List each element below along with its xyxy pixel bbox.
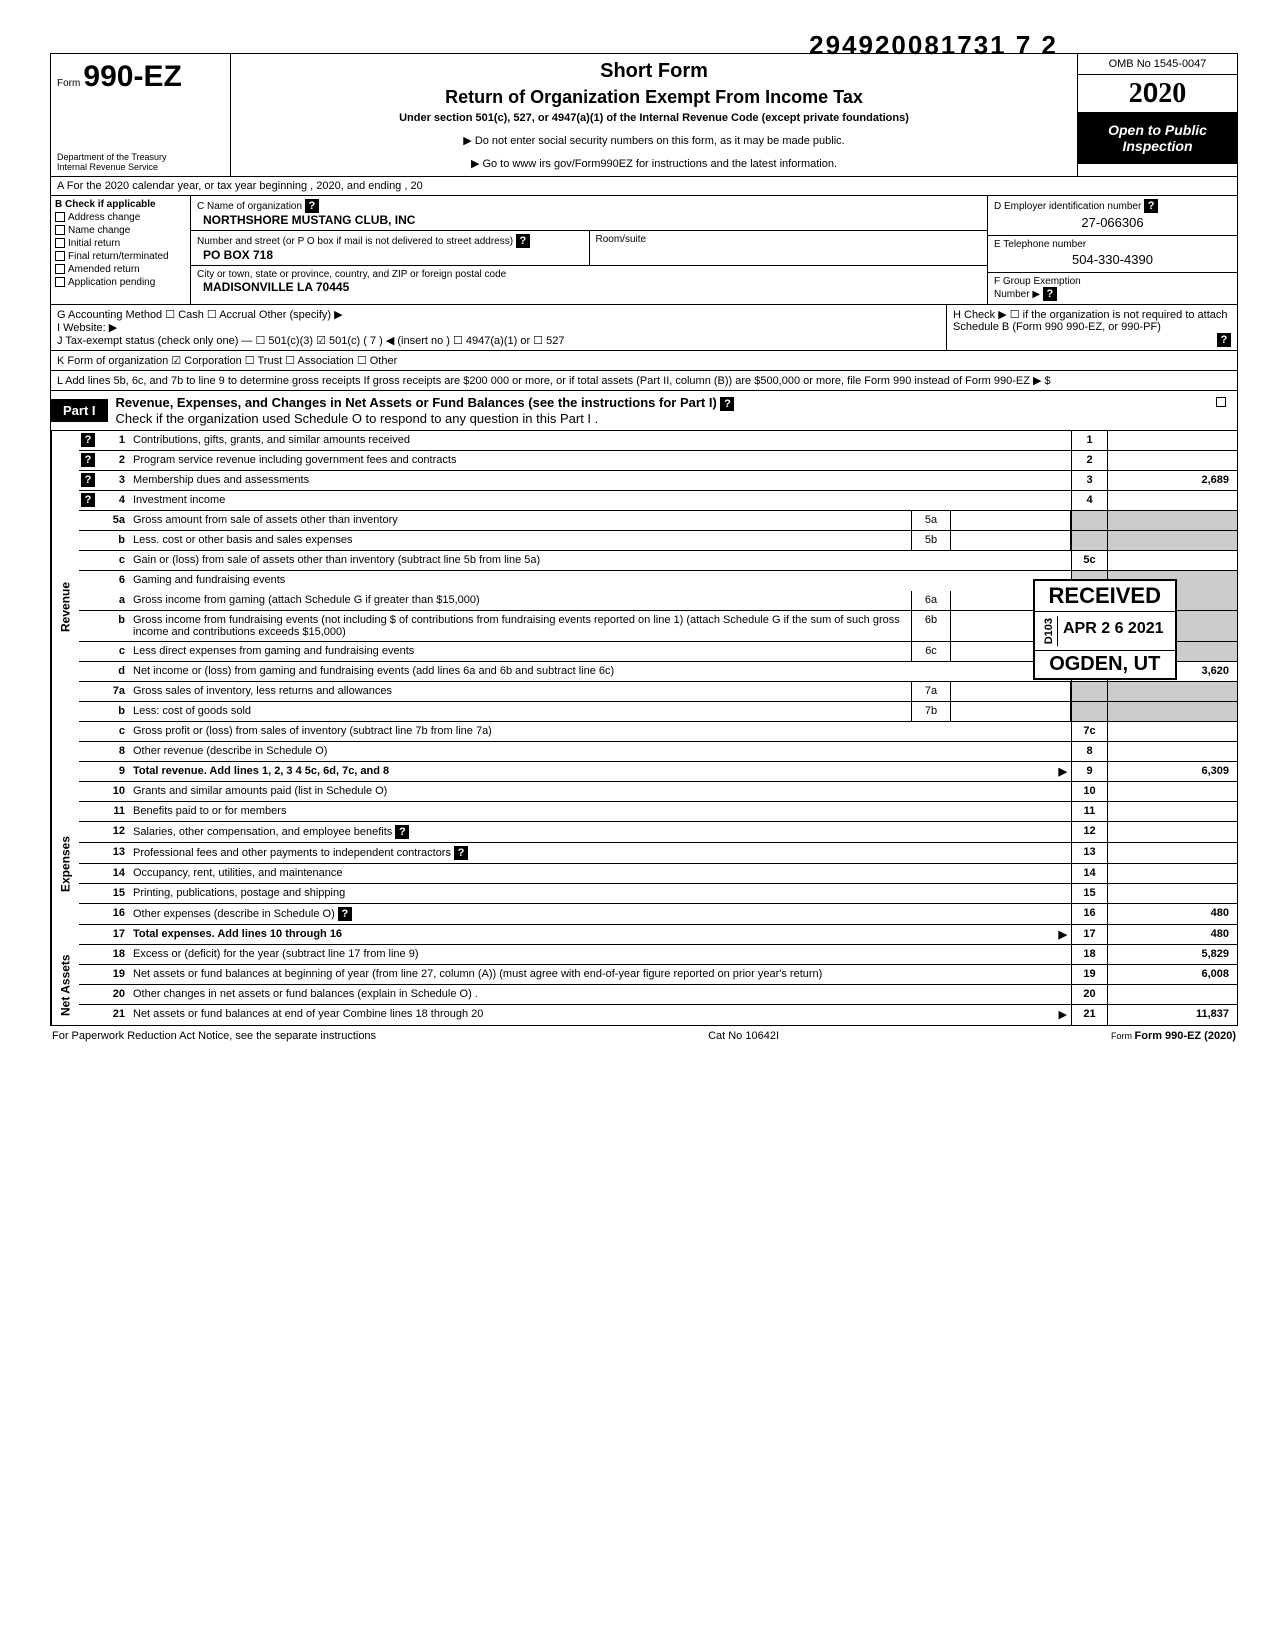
box-d-label: D Employer identification number: [994, 201, 1141, 212]
title-main: Return of Organization Exempt From Incom…: [241, 87, 1067, 108]
schedule-o-checkbox[interactable]: [1216, 397, 1226, 407]
part1-check: Check if the organization used Schedule …: [116, 411, 599, 426]
box-f-label: F Group Exemption: [994, 276, 1081, 287]
note-ssn: ▶ Do not enter social security numbers o…: [241, 134, 1067, 147]
line-gh: G Accounting Method ☐ Cash ☐ Accrual Oth…: [50, 305, 1238, 351]
help-icon[interactable]: ?: [1217, 333, 1231, 347]
help-icon[interactable]: ?: [720, 397, 734, 411]
phone: 504-330-4390: [994, 250, 1231, 269]
help-icon[interactable]: ?: [454, 846, 468, 860]
line-g: G Accounting Method ☐ Cash ☐ Accrual Oth…: [57, 308, 940, 321]
help-icon[interactable]: ?: [395, 825, 409, 839]
line-i: I Website: ▶: [57, 321, 940, 334]
help-icon[interactable]: ?: [81, 433, 95, 447]
footer-mid: Cat No 10642I: [708, 1030, 779, 1042]
form-number: 990-EZ: [83, 60, 181, 93]
line-j: J Tax-exempt status (check only one) — ☐…: [57, 334, 940, 347]
box-b-label: B Check if applicable: [55, 199, 186, 210]
subtitle: Under section 501(c), 527, or 4947(a)(1)…: [241, 112, 1067, 124]
box-f-label2: Number ▶: [994, 289, 1040, 300]
part1-table: RECEIVED D103APR 2 6 2021 OGDEN, UT Reve…: [50, 431, 1238, 1026]
dept-treasury: Department of the Treasury Internal Reve…: [57, 152, 167, 172]
public-inspection: Open to Public Inspection: [1078, 112, 1237, 164]
line-k: K Form of organization ☑ Corporation ☐ T…: [50, 351, 1238, 371]
cb-address-change[interactable]: Address change: [55, 212, 186, 223]
help-icon[interactable]: ?: [1043, 287, 1057, 301]
title-short: Short Form: [241, 60, 1067, 83]
help-icon[interactable]: ?: [338, 907, 352, 921]
part1-title: Revenue, Expenses, and Changes in Net As…: [116, 395, 717, 410]
side-net-assets: Net Assets: [51, 945, 79, 1025]
room-suite-label: Room/suite: [589, 231, 988, 265]
part1-header: Part I Revenue, Expenses, and Changes in…: [50, 391, 1238, 431]
org-name: NORTHSHORE MUSTANG CLUB, INC: [197, 210, 421, 230]
line-h: H Check ▶ ☐ if the organization is not r…: [953, 308, 1231, 333]
help-icon[interactable]: ?: [1144, 199, 1158, 213]
form-prefix: Form: [57, 78, 80, 89]
help-icon[interactable]: ?: [81, 493, 95, 507]
tax-year: 20202020: [1078, 75, 1237, 112]
ein: 27-066306: [994, 213, 1231, 232]
page-footer: For Paperwork Reduction Act Notice, see …: [50, 1026, 1238, 1046]
street: PO BOX 718: [197, 245, 279, 265]
city: MADISONVILLE LA 70445: [197, 277, 355, 297]
entity-block: B Check if applicable Address change Nam…: [50, 196, 1238, 305]
note-web: ▶ Go to www irs gov/Form990EZ for instru…: [241, 157, 1067, 170]
footer-right: Form Form 990-EZ (2020): [1111, 1030, 1236, 1042]
received-stamp: RECEIVED D103APR 2 6 2021 OGDEN, UT: [1033, 579, 1177, 680]
cb-application-pending[interactable]: Application pending: [55, 277, 186, 288]
line-a: A For the 2020 calendar year, or tax yea…: [50, 177, 1238, 196]
cb-final-return[interactable]: Final return/terminated: [55, 251, 186, 262]
part1-label: Part I: [51, 399, 108, 422]
help-icon[interactable]: ?: [516, 234, 530, 248]
cb-name-change[interactable]: Name change: [55, 225, 186, 236]
side-revenue: Revenue: [51, 431, 79, 782]
cb-amended-return[interactable]: Amended return: [55, 264, 186, 275]
line-l: L Add lines 5b, 6c, and 7b to line 9 to …: [50, 371, 1238, 391]
footer-left: For Paperwork Reduction Act Notice, see …: [52, 1030, 376, 1042]
omb-number: OMB No 1545-0047: [1078, 54, 1237, 75]
box-e-label: E Telephone number: [994, 239, 1086, 250]
cb-initial-return[interactable]: Initial return: [55, 238, 186, 249]
help-icon[interactable]: ?: [81, 453, 95, 467]
side-expenses: Expenses: [51, 782, 79, 945]
form-header: Form 990-EZ Department of the Treasury I…: [50, 53, 1238, 177]
help-icon[interactable]: ?: [81, 473, 95, 487]
